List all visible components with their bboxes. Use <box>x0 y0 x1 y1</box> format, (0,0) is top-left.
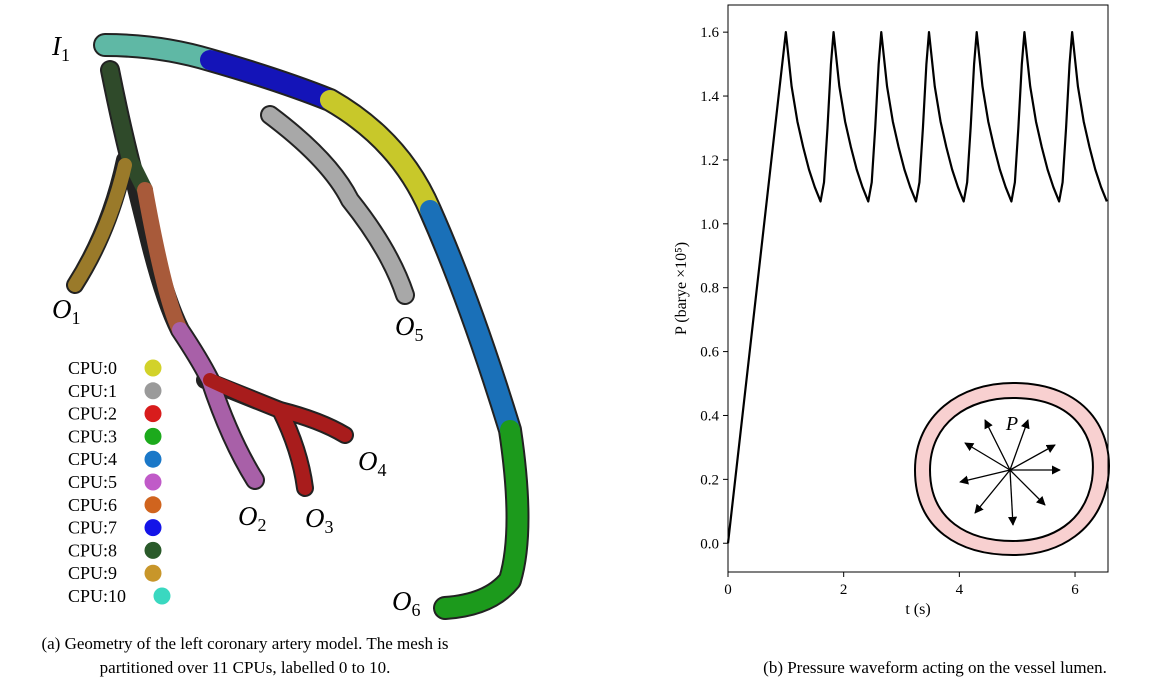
y-tick-label: 1.6 <box>700 25 719 41</box>
y-tick-label: 0.4 <box>700 408 719 424</box>
y-tick-label: 0.6 <box>700 345 719 361</box>
y-tick-label: 0.8 <box>700 281 719 297</box>
legend-label: CPU:0 <box>68 358 117 378</box>
legend-swatch <box>144 564 162 582</box>
label-sub: 5 <box>415 325 424 345</box>
segment-cpu4 <box>420 200 520 440</box>
vessel-label: O5 <box>395 311 424 345</box>
y-tick-label: 0.0 <box>700 536 719 552</box>
legend-label: CPU:10 <box>68 586 126 606</box>
x-tick-label: 0 <box>724 582 732 598</box>
segment-cpu2-branch <box>273 403 312 495</box>
legend-swatch <box>144 473 162 491</box>
legend-label: CPU:5 <box>68 472 117 492</box>
x-tick-label: 2 <box>840 582 848 598</box>
legend-label: CPU:1 <box>68 381 117 401</box>
segment-cpu6 <box>137 182 188 338</box>
y-tick-label: 0.2 <box>700 472 719 488</box>
legend-swatch <box>144 519 162 537</box>
legend-label: CPU:2 <box>68 404 117 424</box>
label-main: O <box>305 503 325 533</box>
label-main: O <box>395 311 415 341</box>
legend-swatch <box>144 359 162 377</box>
label-main: O <box>392 586 412 616</box>
label-main: I <box>51 31 63 61</box>
x-tick-label: 6 <box>1071 582 1079 598</box>
segment-cpu9 <box>68 158 132 292</box>
plot-frame <box>727 4 1109 573</box>
label-main: O <box>358 446 378 476</box>
label-main: O <box>238 501 258 531</box>
legend-swatch <box>144 450 162 468</box>
segment-cpu7 <box>200 50 340 110</box>
legend-label: CPU:8 <box>68 540 117 560</box>
label-sub: 4 <box>378 460 387 480</box>
caption-a: (a) Geometry of the left coronary artery… <box>41 634 449 677</box>
legend-swatch <box>144 382 162 400</box>
vessel-label: O4 <box>358 446 387 480</box>
legend-label: CPU:7 <box>68 518 117 538</box>
legend-label: CPU:9 <box>68 563 117 583</box>
legend-label: CPU:3 <box>68 426 117 446</box>
pressure-line <box>726 31 1108 544</box>
vessel-label: O6 <box>392 586 421 620</box>
y-axis-label: P (barye ×10⁵) <box>673 242 690 335</box>
x-tick-label: 4 <box>956 582 964 598</box>
vessel-label: O1 <box>52 294 81 328</box>
segment-cpu1 <box>262 107 413 303</box>
segment-cpu0 <box>320 90 440 220</box>
y-tick-label: 1.4 <box>700 89 719 105</box>
segment-cpu10 <box>95 35 220 70</box>
legend-label: CPU:4 <box>68 449 117 469</box>
label-sub: 6 <box>412 600 421 620</box>
legend-swatch <box>153 587 171 605</box>
label-sub: 1 <box>72 308 81 328</box>
legend-label: CPU:6 <box>68 495 117 515</box>
label-sub: 1 <box>61 45 70 65</box>
artery-model <box>66 33 530 620</box>
label-sub: 2 <box>258 515 267 535</box>
legend-swatch <box>144 405 162 423</box>
legend-swatch <box>144 541 162 559</box>
legend-swatch <box>144 496 162 514</box>
segment-cpu8 <box>102 62 153 198</box>
vessel-label: O2 <box>238 501 267 535</box>
label-main: O <box>52 294 72 324</box>
inset-label: P <box>1005 413 1018 435</box>
caption-b: (b) Pressure waveform acting on the vess… <box>763 658 1107 677</box>
segment-cpu3 <box>435 420 528 618</box>
vessel-label: O3 <box>305 503 334 537</box>
vessel-label: I1 <box>51 31 70 65</box>
lumen-inset <box>913 381 1110 557</box>
legend-swatch <box>144 427 162 445</box>
y-tick-label: 1.2 <box>700 153 719 169</box>
label-sub: 3 <box>325 517 334 537</box>
x-axis-label: t (s) <box>905 601 930 618</box>
y-tick-label: 1.0 <box>700 217 719 233</box>
